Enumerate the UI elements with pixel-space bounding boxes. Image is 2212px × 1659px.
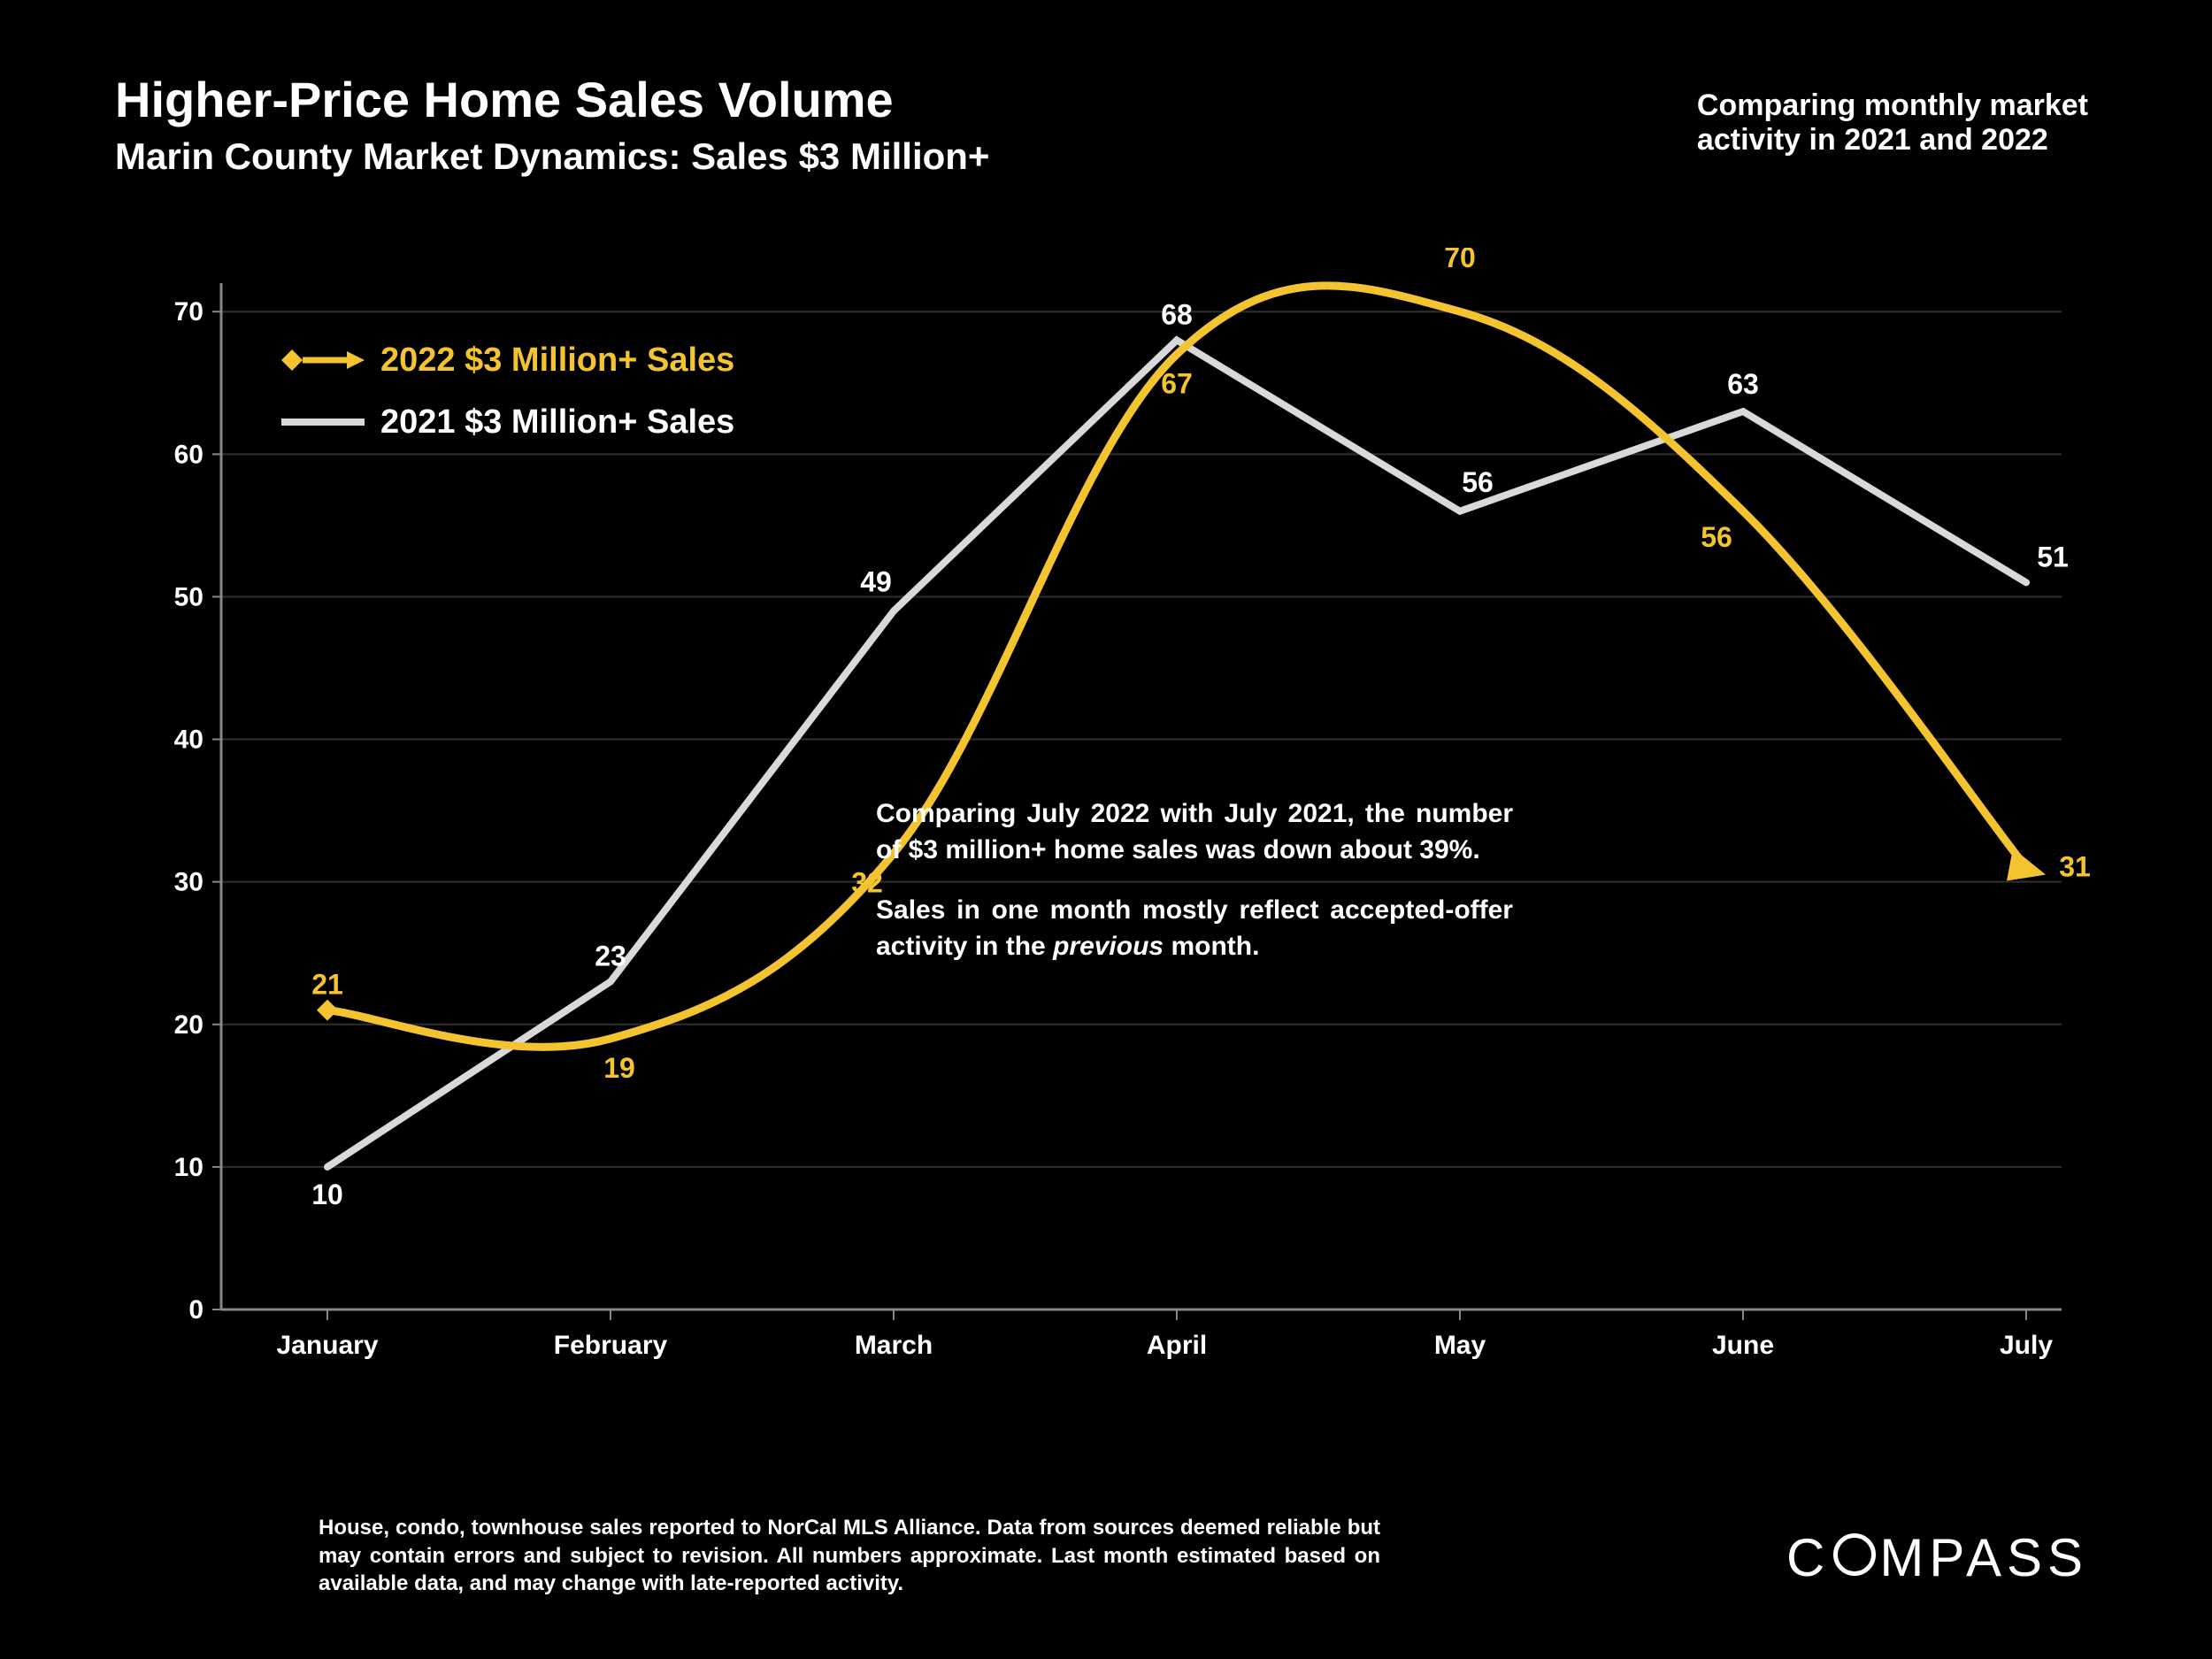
svg-text:23: 23	[595, 940, 626, 972]
annotation-p1: Comparing July 2022 with July 2021, the …	[876, 796, 1513, 868]
compass-logo: C MPASS	[1786, 1527, 2088, 1588]
svg-text:July: July	[2000, 1331, 2053, 1360]
svg-text:31: 31	[2059, 851, 2091, 883]
svg-text:10: 10	[174, 1153, 204, 1182]
svg-text:60: 60	[174, 440, 204, 469]
svg-text:May: May	[1434, 1331, 1486, 1360]
chart-annotation: Comparing July 2022 with July 2021, the …	[876, 796, 1513, 989]
svg-text:51: 51	[2037, 541, 2069, 572]
svg-text:2022 $3 Million+ Sales: 2022 $3 Million+ Sales	[380, 342, 734, 379]
svg-text:19: 19	[603, 1052, 635, 1084]
svg-text:56: 56	[1701, 521, 1732, 553]
annotation-p2: Sales in one month mostly reflect accept…	[876, 893, 1513, 964]
logo-o-icon	[1833, 1533, 1876, 1576]
logo-post: MPASS	[1879, 1527, 2088, 1588]
svg-text:70: 70	[1444, 248, 1476, 273]
svg-text:March: March	[855, 1331, 933, 1360]
svg-text:68: 68	[1161, 298, 1193, 330]
svg-text:June: June	[1712, 1331, 1774, 1360]
svg-text:2021 $3 Million+ Sales: 2021 $3 Million+ Sales	[380, 403, 734, 441]
right-note-line1: Comparing monthly market	[1697, 88, 2088, 123]
svg-text:April: April	[1147, 1331, 1207, 1360]
svg-text:49: 49	[860, 566, 892, 598]
svg-text:67: 67	[1161, 368, 1193, 400]
svg-text:40: 40	[174, 726, 204, 755]
svg-text:63: 63	[1727, 368, 1759, 400]
svg-text:January: January	[276, 1331, 378, 1360]
svg-text:56: 56	[1462, 466, 1494, 498]
svg-text:30: 30	[174, 868, 204, 897]
header-right-note: Comparing monthly market activity in 202…	[1697, 88, 2088, 157]
svg-text:70: 70	[174, 297, 204, 326]
svg-text:50: 50	[174, 582, 204, 611]
chart-title: Higher-Price Home Sales Volume	[115, 71, 989, 128]
chart-header: Higher-Price Home Sales Volume Marin Cou…	[115, 71, 989, 178]
svg-text:0: 0	[188, 1295, 204, 1325]
chart-subtitle: Marin County Market Dynamics: Sales $3 M…	[115, 135, 989, 178]
logo-pre: C	[1786, 1527, 1830, 1588]
footer-disclaimer: House, condo, townhouse sales reported t…	[319, 1514, 1380, 1597]
svg-text:20: 20	[174, 1010, 204, 1040]
svg-text:February: February	[554, 1331, 668, 1360]
right-note-line2: activity in 2021 and 2022	[1697, 123, 2088, 157]
svg-text:21: 21	[311, 969, 343, 1001]
svg-text:10: 10	[311, 1179, 343, 1210]
